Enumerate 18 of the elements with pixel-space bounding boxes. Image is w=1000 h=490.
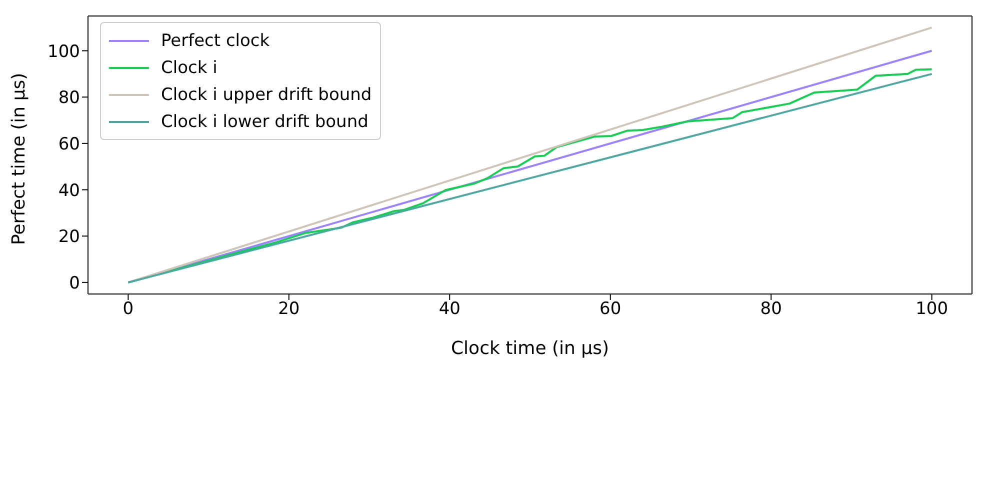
x-tick-label: 0	[122, 299, 134, 320]
y-tick-label: 20	[58, 227, 80, 248]
legend-label: Clock i	[161, 58, 218, 78]
x-tick-label: 60	[600, 299, 622, 320]
x-axis-title: Clock time (in µs)	[450, 338, 610, 359]
x-tick-label: 80	[760, 299, 782, 320]
legend-label: Clock i upper drift bound	[161, 84, 372, 104]
y-tick-label: 40	[58, 180, 80, 201]
x-tick-label: 100	[916, 299, 948, 320]
legend-label: Clock i lower drift bound	[161, 112, 368, 132]
y-tick-label: 60	[58, 134, 80, 154]
x-tick-label: 20	[278, 299, 300, 320]
x-tick-label: 40	[438, 299, 460, 320]
legend-label: Perfect clock	[161, 30, 270, 50]
y-tick-label: 80	[58, 88, 80, 108]
y-tick-label: 0	[69, 273, 80, 294]
y-tick-label: 100	[48, 42, 80, 62]
y-axis-title: Perfect time (in µs)	[8, 72, 30, 245]
